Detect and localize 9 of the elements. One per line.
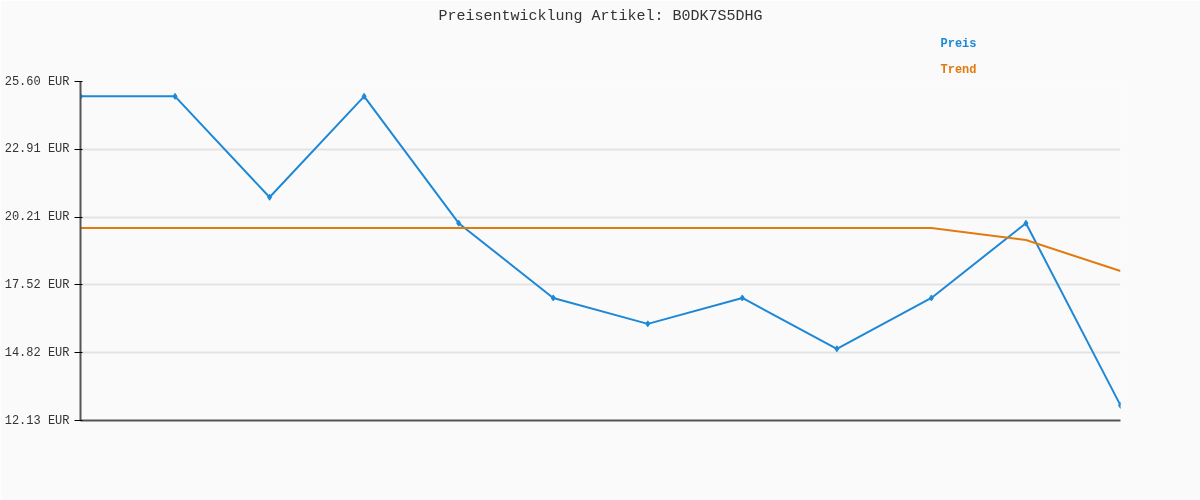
chart-title: Preisentwicklung Artikel: B0DK7S5DHG <box>438 7 763 25</box>
y-tick-label: 17.52 EUR <box>4 277 70 292</box>
y-tick-label: 25.60 EUR <box>4 74 70 89</box>
y-tick-label: 14.82 EUR <box>4 345 70 360</box>
y-tick-label: 22.91 EUR <box>4 142 70 157</box>
y-tick-label: 20.21 EUR <box>4 210 70 225</box>
y-tick-label: 12.13 EUR <box>4 413 70 428</box>
text: Trend <box>940 62 977 77</box>
text: Preis <box>940 36 977 51</box>
